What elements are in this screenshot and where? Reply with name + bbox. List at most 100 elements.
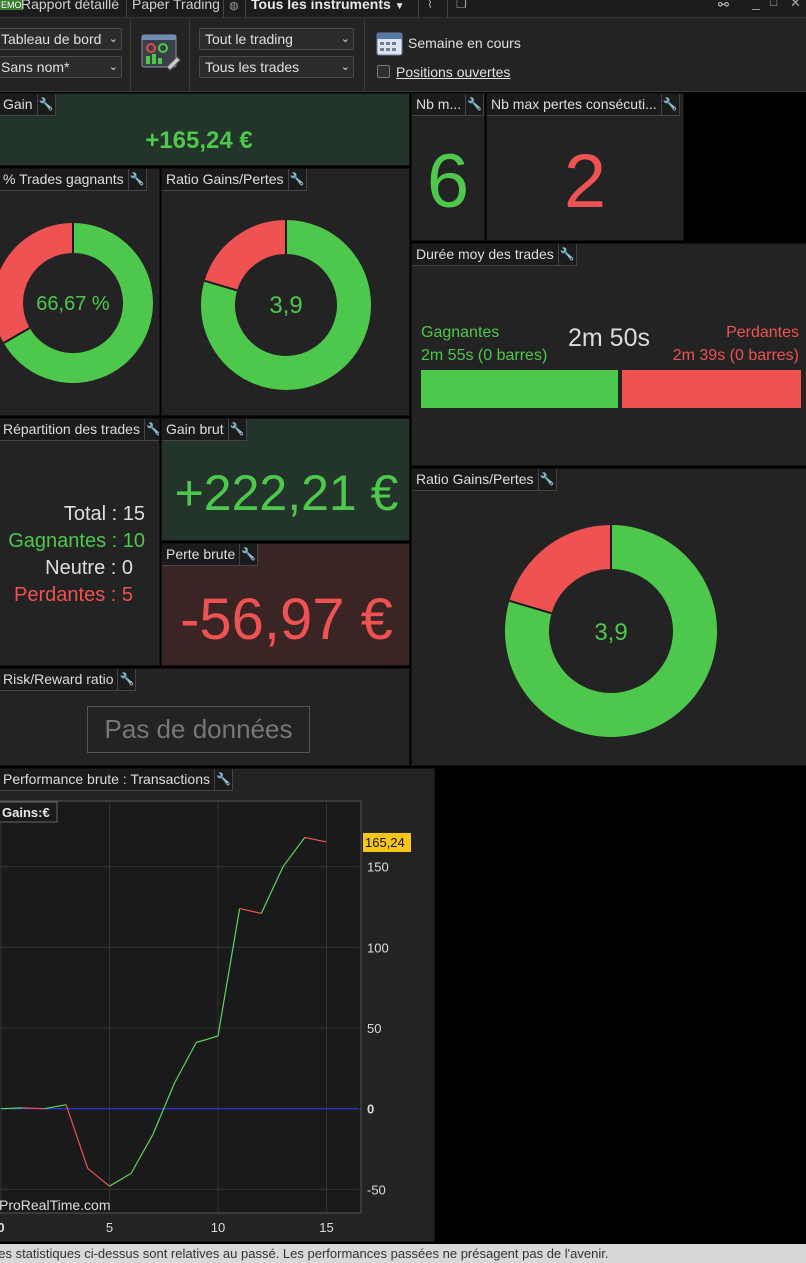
line-segment <box>282 837 306 867</box>
nb-max-gains-title-label: Nb m... <box>416 96 462 112</box>
line-segment <box>44 1104 67 1110</box>
wrench-icon[interactable]: 🔧 <box>239 544 257 565</box>
x-tick-label: 10 <box>211 1220 225 1235</box>
wrench-icon[interactable]: 🔧 <box>465 94 483 115</box>
dashboard-select-label: Tableau de bord <box>1 31 102 47</box>
line-segment <box>217 908 241 1037</box>
avg-duration-panel: Durée moy des trades 🔧 Gagnantes 2m 55s (… <box>411 243 806 466</box>
risk-reward-panel: Risk/Reward ratio 🔧 Pas de données <box>0 668 410 766</box>
nb-max-gains-value: 6 <box>426 139 470 224</box>
line-segment <box>304 836 327 843</box>
minimize-icon[interactable]: _ <box>752 0 760 10</box>
chevron-down-icon: ⌄ <box>108 33 118 45</box>
x-tick-label: 15 <box>319 1220 333 1235</box>
y-tick-label: 100 <box>367 940 389 955</box>
avg-duration-title: Durée moy des trades 🔧 <box>412 244 577 266</box>
donut-losing-slice <box>0 223 74 343</box>
risk-reward-title-label: Risk/Reward ratio <box>3 671 114 687</box>
gain-title-label: Gain <box>3 96 33 112</box>
donut-winning-slice <box>505 525 717 737</box>
chevron-down-icon: ⌄ <box>108 61 118 73</box>
name-select-label: Sans nom* <box>1 59 70 75</box>
dashboard-settings-icon[interactable] <box>141 33 181 73</box>
line-segment <box>130 1134 154 1174</box>
ratio-small-panel: Ratio Gains/Pertes 🔧 3,9 <box>161 168 410 416</box>
distribution-panel: Répartition des trades 🔧 Total : 15 Gagna… <box>0 418 160 666</box>
gross-loss-title-label: Perte brute <box>166 546 236 562</box>
nb-max-losses-title: Nb max pertes consécuti... 🔧 <box>487 94 680 116</box>
title-bar: EMO Rapport détaillé Paper Trading ◍ Tou… <box>0 0 806 18</box>
divider <box>418 0 419 18</box>
risk-reward-no-data: Pas de données <box>87 706 310 753</box>
tab-rapport-detaille[interactable]: Rapport détaillé <box>21 0 120 12</box>
wrench-icon[interactable]: 🔧 <box>117 669 135 690</box>
nb-max-gains-title: Nb m... 🔧 <box>412 94 484 116</box>
distribution-winning: Gagnantes : 10 <box>8 530 145 552</box>
avg-duration-title-label: Durée moy des trades <box>416 246 554 262</box>
wrench-icon[interactable]: 🔧 <box>143 419 159 440</box>
divider <box>245 0 246 18</box>
avg-duration-losing-value: 2m 39s (0 barres) <box>672 347 799 364</box>
gross-loss-title: Perte brute 🔧 <box>162 544 259 566</box>
line-segment <box>87 1167 110 1187</box>
wrench-icon[interactable]: 🔧 <box>557 244 576 265</box>
donut-divider <box>204 279 238 292</box>
period-label[interactable]: Semaine en cours <box>408 35 521 51</box>
gain-value: +165,24 € <box>145 127 253 154</box>
line-segment <box>152 1082 176 1135</box>
x-tick-label: 0 <box>0 1220 5 1235</box>
ratio-small-title-label: Ratio Gains/Pertes <box>166 171 284 187</box>
divider <box>130 18 131 92</box>
gross-loss-panel: Perte brute 🔧 -56,97 € <box>161 543 410 666</box>
line-segment <box>174 1042 197 1084</box>
close-icon[interactable]: ✕ <box>790 0 801 10</box>
ratio-small-value: 3,9 <box>269 292 302 319</box>
distribution-total: Total : 15 <box>63 503 145 525</box>
chevron-down-icon: ⌄ <box>340 33 350 45</box>
divider <box>447 0 448 18</box>
performance-chart: -50 0 50 100 150 0 5 10 15 Gains:€ ProRealTime.c… <box>0 800 411 1235</box>
distribution-title-label: Répartition des trades <box>3 421 140 437</box>
wrench-icon[interactable]: 🔧 <box>127 169 146 190</box>
copy-icon[interactable]: ❐ <box>456 0 467 11</box>
y-tick-label: 0 <box>367 1102 374 1117</box>
calendar-icon[interactable] <box>376 30 403 56</box>
instruments-label: Tous les instruments <box>251 0 391 12</box>
nb-max-losses-value: 2 <box>563 139 607 224</box>
donut-divider <box>3 327 31 344</box>
tab-paper-trading[interactable]: Paper Trading <box>132 0 220 12</box>
gain-panel-title: Gain 🔧 <box>0 94 56 116</box>
wrench-icon[interactable]: 🔧 <box>287 169 306 190</box>
instruments-select[interactable]: Tous les instruments ▼ <box>251 0 405 12</box>
chart-icon[interactable]: ⌇ <box>427 0 433 11</box>
dashboard-select[interactable]: Tableau de bord ⌄ <box>0 28 122 50</box>
wrench-icon[interactable]: 🔧 <box>660 94 679 115</box>
donut-winning-slice <box>3 223 153 383</box>
ratio-small-donut: 3,9 <box>201 220 371 390</box>
ratio-large-value: 3,9 <box>594 619 627 646</box>
open-positions-checkbox[interactable] <box>377 65 390 78</box>
line-segment <box>239 907 262 914</box>
gross-gain-title: Gain brut 🔧 <box>162 419 247 441</box>
last-value-badge <box>363 832 411 852</box>
wrench-icon[interactable]: 🔧 <box>36 94 55 115</box>
divider <box>364 18 365 92</box>
ratio-large-title-label: Ratio Gains/Pertes <box>416 471 534 487</box>
donut-losing-slice <box>204 220 287 292</box>
maximize-icon[interactable]: □ <box>770 0 778 9</box>
line-segment <box>260 866 284 914</box>
divider <box>126 0 127 18</box>
pct-winning-value: 66,67 % <box>36 293 110 315</box>
name-select[interactable]: Sans nom* ⌄ <box>0 56 122 78</box>
wrench-icon[interactable]: 🔧 <box>214 769 232 790</box>
trades-select[interactable]: Tous les trades ⌄ <box>199 56 354 78</box>
trading-select[interactable]: Tout le trading ⌄ <box>199 28 354 50</box>
chevron-down-icon: ⌄ <box>340 61 350 73</box>
open-positions-label[interactable]: Positions ouvertes <box>396 64 511 80</box>
nb-max-losses-title-label: Nb max pertes consécuti... <box>491 96 657 112</box>
watermark: ProRealTime.com <box>0 1197 111 1213</box>
link-icon[interactable]: ⚯ <box>718 0 729 12</box>
wrench-icon[interactable]: 🔧 <box>227 419 246 440</box>
wrench-icon[interactable]: 🔧 <box>537 469 556 490</box>
donut-winning-slice <box>201 220 371 390</box>
